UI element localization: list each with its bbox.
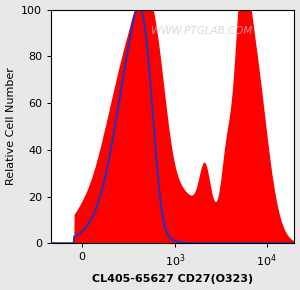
Text: WWW.PTGLAB.COM: WWW.PTGLAB.COM bbox=[151, 26, 253, 36]
Y-axis label: Relative Cell Number: Relative Cell Number bbox=[6, 68, 16, 185]
X-axis label: CL405-65627 CD27(O323): CL405-65627 CD27(O323) bbox=[92, 274, 254, 284]
